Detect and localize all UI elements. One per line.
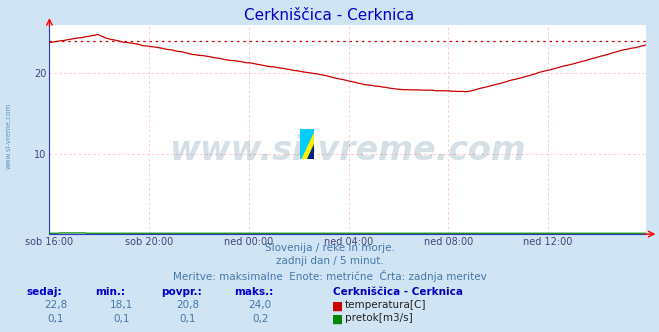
Text: maks.:: maks.: bbox=[234, 287, 273, 297]
Text: 0,2: 0,2 bbox=[252, 314, 269, 324]
Text: Cerkniščica - Cerknica: Cerkniščica - Cerknica bbox=[244, 8, 415, 23]
Text: sedaj:: sedaj: bbox=[26, 287, 62, 297]
Polygon shape bbox=[307, 144, 314, 159]
Text: 0,1: 0,1 bbox=[179, 314, 196, 324]
Text: temperatura[C]: temperatura[C] bbox=[345, 300, 426, 310]
Text: Cerkniščica - Cerknica: Cerkniščica - Cerknica bbox=[333, 287, 463, 297]
Text: pretok[m3/s]: pretok[m3/s] bbox=[345, 313, 413, 323]
Text: 0,1: 0,1 bbox=[113, 314, 130, 324]
Text: povpr.:: povpr.: bbox=[161, 287, 202, 297]
Text: 24,0: 24,0 bbox=[248, 300, 272, 310]
Text: Slovenija / reke in morje.: Slovenija / reke in morje. bbox=[264, 243, 395, 253]
Text: zadnji dan / 5 minut.: zadnji dan / 5 minut. bbox=[275, 256, 384, 266]
Polygon shape bbox=[300, 129, 314, 159]
Text: Meritve: maksimalne  Enote: metrične  Črta: zadnja meritev: Meritve: maksimalne Enote: metrične Črta… bbox=[173, 270, 486, 282]
Text: www.si-vreme.com: www.si-vreme.com bbox=[5, 103, 11, 169]
Text: 0,1: 0,1 bbox=[47, 314, 65, 324]
Polygon shape bbox=[300, 129, 314, 159]
Text: 22,8: 22,8 bbox=[44, 300, 68, 310]
Text: ■: ■ bbox=[331, 300, 343, 313]
Text: ■: ■ bbox=[331, 313, 343, 326]
Text: 20,8: 20,8 bbox=[176, 300, 200, 310]
Text: min.:: min.: bbox=[96, 287, 126, 297]
Text: 18,1: 18,1 bbox=[110, 300, 134, 310]
Text: www.si-vreme.com: www.si-vreme.com bbox=[169, 134, 526, 167]
